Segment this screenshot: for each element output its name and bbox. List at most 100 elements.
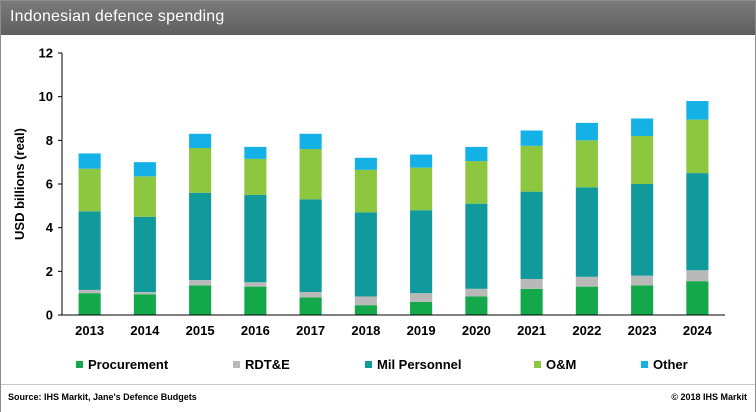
- bar-segment: [465, 288, 488, 297]
- bar-segment: [189, 147, 212, 193]
- bar-segment: [189, 285, 212, 315]
- bar-segment: [244, 286, 267, 315]
- x-tick-label: 2022: [572, 323, 601, 338]
- title-bar: Indonesian defence spending: [1, 1, 755, 35]
- bar-segment: [133, 294, 156, 315]
- bar-segment: [575, 140, 598, 188]
- bar-segment: [133, 162, 156, 177]
- legend-label: O&M: [546, 357, 576, 372]
- y-tick-label: 4: [46, 220, 54, 235]
- legend-swatch: [365, 361, 372, 368]
- bar-segment: [686, 270, 709, 282]
- footer: Source: IHS Markit, Jane's Defence Budge…: [1, 384, 755, 412]
- bar-segment: [133, 292, 156, 295]
- y-tick-label: 12: [39, 46, 53, 61]
- bar-segment: [575, 122, 598, 141]
- x-tick-label: 2018: [351, 323, 380, 338]
- bar-segment: [575, 187, 598, 277]
- legend-swatch: [233, 361, 240, 368]
- bar-segment: [520, 191, 543, 279]
- bar-segment: [78, 289, 101, 294]
- x-tick-label: 2015: [186, 323, 215, 338]
- x-tick-label: 2013: [75, 323, 104, 338]
- bar-segment: [244, 146, 267, 159]
- bar-segment: [631, 285, 654, 315]
- bar-segment: [299, 199, 322, 293]
- bar-segment: [354, 157, 377, 170]
- legend-swatch: [641, 361, 648, 368]
- legend-label: RDT&E: [245, 357, 290, 372]
- y-tick-label: 0: [46, 308, 53, 323]
- legend: Procurement RDT&E Mil Personnel O&M Other: [76, 357, 688, 372]
- bar-segment: [520, 145, 543, 192]
- bar-segment: [410, 293, 433, 302]
- axes-group: [61, 53, 725, 316]
- legend-label: Mil Personnel: [377, 357, 462, 372]
- y-tick-label: 8: [46, 133, 53, 148]
- bar-segment: [189, 192, 212, 281]
- legend-label: Other: [653, 357, 688, 372]
- y-tick-label: 6: [46, 177, 53, 192]
- bar-segment: [631, 275, 654, 286]
- bar-segment: [465, 203, 488, 289]
- bar-segment: [299, 297, 322, 315]
- bar-segment: [686, 119, 709, 174]
- x-tick-label: 2020: [462, 323, 491, 338]
- bar-segment: [354, 296, 377, 306]
- legend-swatch: [534, 361, 541, 368]
- x-tick-label: 2021: [517, 323, 546, 338]
- x-tick-label: 2023: [628, 323, 657, 338]
- bar-segment: [354, 212, 377, 297]
- bar-segment: [299, 292, 322, 298]
- x-tick-label: 2016: [241, 323, 270, 338]
- x-tick-label: 2024: [683, 323, 713, 338]
- bar-segment: [410, 301, 433, 315]
- y-tick-label: 2: [46, 264, 53, 279]
- bar-segment: [354, 169, 377, 213]
- bar-segment: [133, 216, 156, 293]
- bar-segment: [686, 101, 709, 120]
- x-tick-label: 2014: [130, 323, 160, 338]
- source-note: Source: IHS Markit, Jane's Defence Budge…: [8, 392, 197, 402]
- legend-swatch: [76, 361, 83, 368]
- bar-segment: [244, 194, 267, 283]
- bar-segment: [465, 161, 488, 204]
- bar-segment: [575, 286, 598, 315]
- copyright-note: © 2018 IHS Markit: [671, 392, 747, 402]
- bar-segment: [78, 293, 101, 315]
- bar-segment: [78, 168, 101, 212]
- y-axis-title: USD billions (real): [12, 128, 27, 240]
- bar-segment: [410, 154, 433, 168]
- bar-segment: [465, 146, 488, 162]
- bar-segment: [520, 130, 543, 146]
- bar-segment: [78, 153, 101, 169]
- bar-segment: [631, 135, 654, 184]
- bar-segment: [189, 280, 212, 286]
- bars-group: [78, 101, 709, 315]
- bar-segment: [520, 278, 543, 289]
- bar-segment: [520, 288, 543, 315]
- legend-label: Procurement: [88, 357, 169, 372]
- x-ticks-group: 2013 2014 2015 2016 2017 2018 2019 2020 2021 2022…: [75, 323, 712, 338]
- bar-segment: [133, 176, 156, 217]
- y-ticks-group: 0 2 4 6 8 10 12: [39, 46, 62, 323]
- bar-segment: [189, 133, 212, 148]
- y-tick-label: 10: [39, 89, 53, 104]
- bar-segment: [575, 276, 598, 287]
- bar-segment: [631, 184, 654, 276]
- bar-segment: [244, 282, 267, 287]
- bar-segment: [410, 210, 433, 294]
- x-tick-label: 2017: [296, 323, 325, 338]
- bar-segment: [244, 158, 267, 195]
- bar-segment: [78, 211, 101, 290]
- bar-segment: [686, 173, 709, 271]
- chart-title: Indonesian defence spending: [10, 8, 225, 25]
- bar-segment: [686, 281, 709, 315]
- bar-segment: [299, 149, 322, 200]
- bar-segment: [299, 133, 322, 150]
- bar-segment: [410, 167, 433, 211]
- bar-segment: [631, 118, 654, 136]
- bar-segment: [354, 305, 377, 315]
